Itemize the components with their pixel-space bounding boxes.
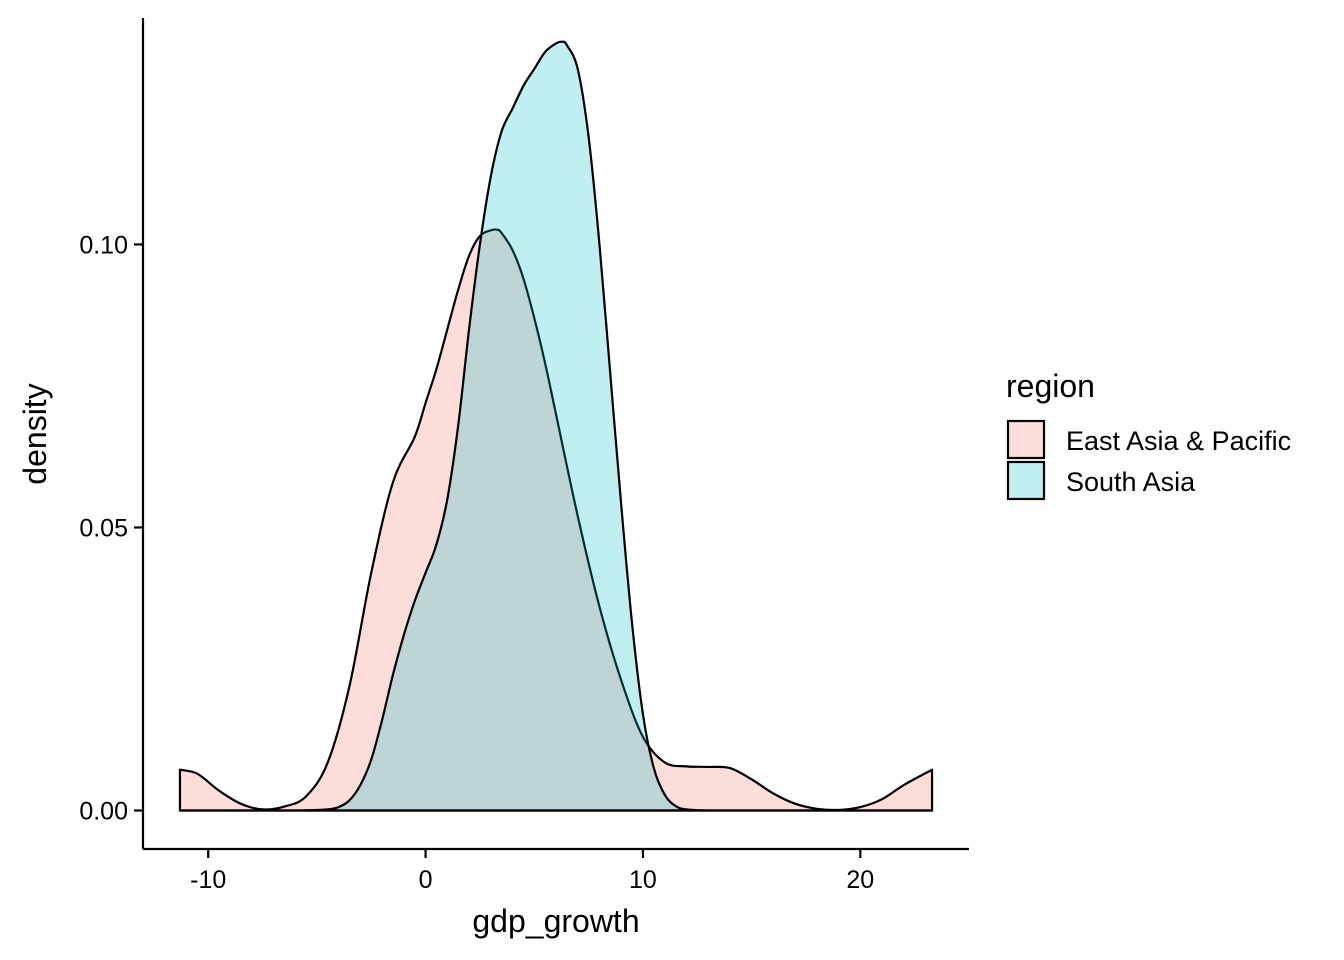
density-area-series-1	[178, 40, 934, 812]
x-axis-title: gdp_growth	[472, 903, 639, 939]
legend-items: East Asia & Pacific South Asia	[1006, 419, 1291, 501]
density-area-series-0	[178, 228, 934, 812]
legend-label-0: East Asia & Pacific	[1066, 426, 1291, 456]
legend-label-1: South Asia	[1066, 467, 1196, 497]
y-tick-label-0: 0.00	[79, 798, 128, 826]
legend-key-1	[1006, 460, 1046, 501]
x-tick-label-2: 10	[629, 866, 657, 894]
x-tick-label-1: 0	[419, 866, 433, 894]
legend-key-bg-1	[1008, 462, 1044, 499]
legend-title: region	[1006, 368, 1095, 404]
legend: region East Asia & Pacific South Asia	[1006, 368, 1291, 501]
y-tick-label-2: 0.10	[79, 231, 128, 259]
y-tick-label-1: 0.05	[79, 514, 128, 542]
legend-key-0	[1006, 419, 1046, 460]
x-tick-label-3: 20	[846, 866, 874, 894]
x-tick-label-0: -10	[190, 866, 226, 894]
x-axis-ticks: -10 0 10 20	[190, 849, 874, 894]
plot-area	[178, 40, 934, 812]
legend-key-bg-0	[1008, 421, 1044, 458]
y-axis-title: density	[17, 383, 53, 484]
y-axis-ticks: 0.00 0.05 0.10	[79, 231, 143, 826]
